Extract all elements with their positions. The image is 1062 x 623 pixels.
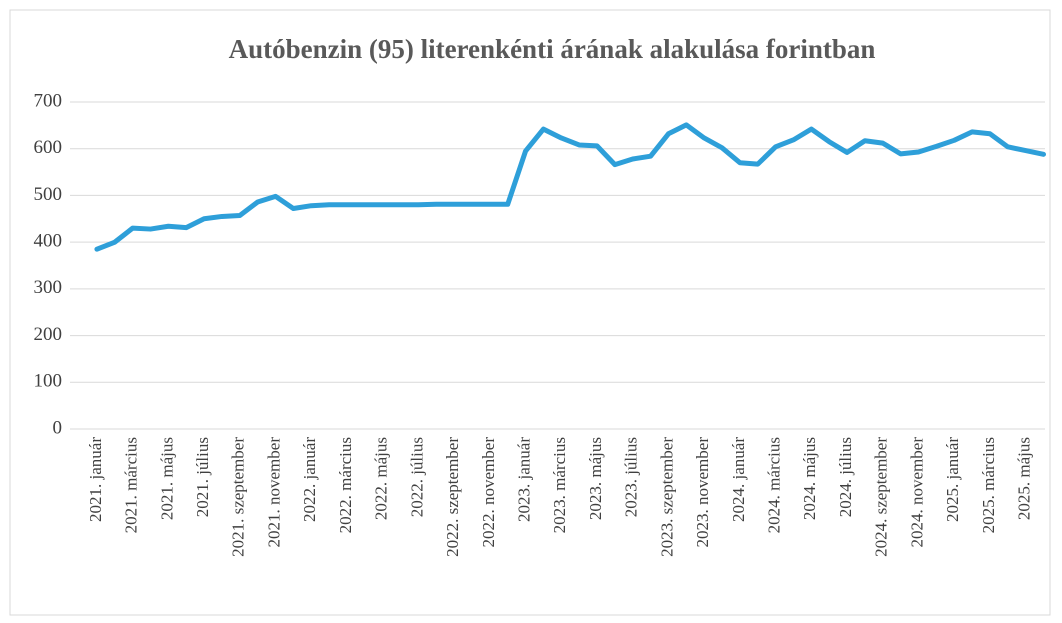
y-tick-label: 200 [34, 324, 63, 345]
x-tick-label: 2025. január [943, 437, 962, 522]
x-tick-label: 2021. szeptember [229, 437, 248, 557]
y-tick-label: 700 [34, 90, 63, 111]
x-tick-label: 2022. január [300, 437, 319, 522]
x-tick-label: 2025. március [979, 437, 998, 533]
x-tick-label: 2022. március [336, 437, 355, 533]
x-tick-label: 2021. március [122, 437, 141, 533]
y-tick-label: 400 [34, 231, 63, 252]
x-tick-label: 2023. május [586, 437, 605, 520]
x-tick-label: 2023. július [622, 437, 641, 517]
x-tick-label: 2024. július [836, 437, 855, 517]
x-tick-label: 2021. július [193, 437, 212, 517]
x-tick-label: 2024. március [765, 437, 784, 533]
x-tick-label: 2022. november [479, 437, 498, 548]
x-tick-label: 2023. március [550, 437, 569, 533]
x-tick-label: 2022. szeptember [443, 437, 462, 557]
x-tick-label: 2021. november [264, 437, 283, 548]
x-tick-label: 2023. szeptember [657, 437, 676, 557]
x-tick-label: 2021. január [86, 437, 105, 522]
chart-title: Autóbenzin (95) literenkénti árának alak… [229, 34, 876, 64]
y-tick-label: 0 [53, 417, 63, 438]
x-tick-label: 2023. január [514, 437, 533, 522]
y-tick-label: 300 [34, 277, 63, 298]
x-tick-label: 2022. július [407, 437, 426, 517]
x-tick-label: 2024. május [800, 437, 819, 520]
chart-frame [9, 9, 1051, 616]
y-tick-label: 100 [34, 371, 63, 392]
x-tick-label: 2023. november [693, 437, 712, 548]
x-tick-label: 2024. január [729, 437, 748, 522]
y-tick-label: 500 [34, 184, 63, 205]
x-tick-label: 2025. május [1015, 437, 1034, 520]
x-tick-label: 2022. május [372, 437, 391, 520]
x-tick-label: 2024. szeptember [872, 437, 891, 557]
y-tick-label: 600 [34, 137, 63, 158]
x-tick-label: 2021. május [157, 437, 176, 520]
data-line [94, 122, 1047, 252]
x-tick-label: 2024. november [907, 437, 926, 548]
